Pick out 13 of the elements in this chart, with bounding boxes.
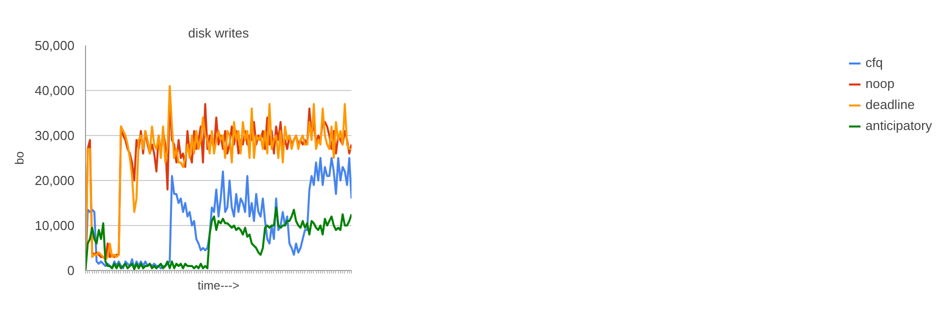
y-tick-label: 30,000 xyxy=(34,128,75,143)
legend-label: anticipatory xyxy=(866,118,932,133)
legend-label: deadline xyxy=(866,97,915,112)
chart-title: disk writes xyxy=(188,26,250,40)
legend-label: cfq xyxy=(866,55,884,70)
y-tick-label: 40,000 xyxy=(34,83,75,98)
y-axis-title: bo xyxy=(12,151,27,165)
y-tick-label: 10,000 xyxy=(34,218,75,233)
x-axis-title: time---> xyxy=(198,278,240,292)
y-tick-label: 0 xyxy=(67,263,75,278)
y-tick-label: 50,000 xyxy=(34,38,75,53)
y-tick-label: 20,000 xyxy=(34,173,75,188)
legend-label: noop xyxy=(866,76,894,91)
